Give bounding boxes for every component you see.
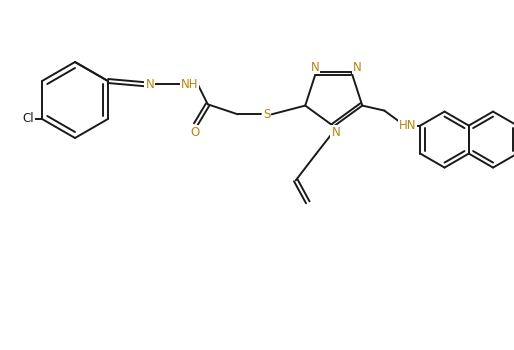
Text: N: N [353, 61, 362, 74]
Text: Cl: Cl [22, 112, 34, 126]
Text: N: N [332, 126, 340, 139]
Text: NH: NH [181, 78, 198, 91]
Text: HN: HN [398, 119, 416, 132]
Text: N: N [311, 61, 320, 74]
Text: O: O [190, 126, 199, 139]
Text: S: S [263, 108, 270, 121]
Text: N: N [145, 78, 154, 91]
